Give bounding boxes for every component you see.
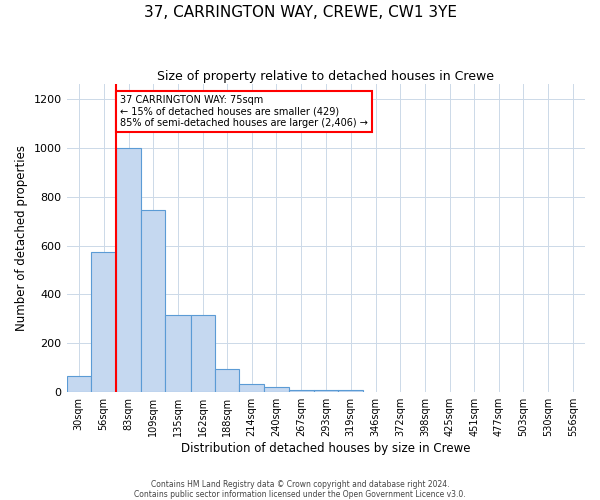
Bar	[264, 388, 289, 392]
Bar	[116, 148, 141, 392]
Bar	[289, 390, 314, 392]
Bar	[215, 369, 239, 392]
Bar	[314, 390, 338, 392]
Bar	[141, 210, 165, 392]
Bar	[239, 384, 264, 392]
Bar	[338, 390, 364, 392]
Text: Contains HM Land Registry data © Crown copyright and database right 2024.
Contai: Contains HM Land Registry data © Crown c…	[134, 480, 466, 499]
Y-axis label: Number of detached properties: Number of detached properties	[15, 145, 28, 331]
Bar	[191, 315, 215, 392]
X-axis label: Distribution of detached houses by size in Crewe: Distribution of detached houses by size …	[181, 442, 470, 455]
Text: 37, CARRINGTON WAY, CREWE, CW1 3YE: 37, CARRINGTON WAY, CREWE, CW1 3YE	[143, 5, 457, 20]
Bar	[91, 252, 116, 392]
Bar	[165, 315, 191, 392]
Text: 37 CARRINGTON WAY: 75sqm
← 15% of detached houses are smaller (429)
85% of semi-: 37 CARRINGTON WAY: 75sqm ← 15% of detach…	[120, 95, 368, 128]
Title: Size of property relative to detached houses in Crewe: Size of property relative to detached ho…	[157, 70, 494, 83]
Bar	[67, 376, 91, 392]
